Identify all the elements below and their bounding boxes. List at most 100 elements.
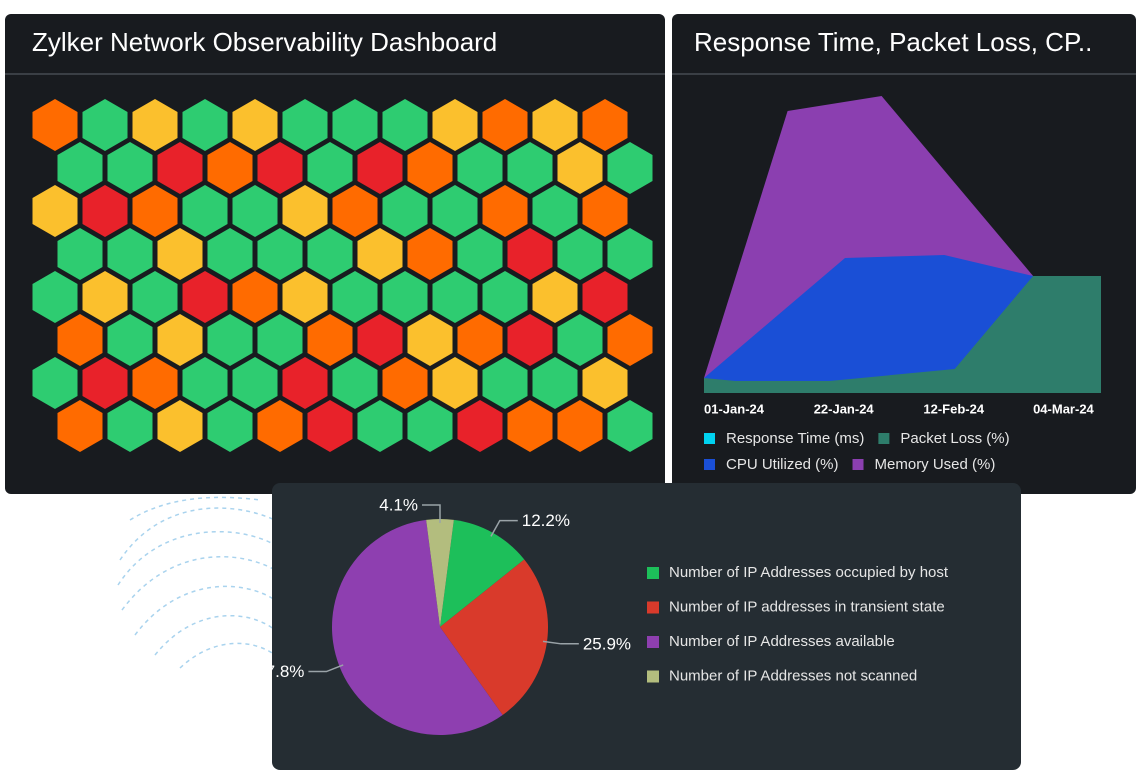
hex-cell bbox=[582, 99, 628, 151]
hex-cell bbox=[407, 400, 453, 452]
hex-cell bbox=[107, 400, 153, 452]
hex-cell bbox=[32, 99, 78, 151]
legend-label: Number of IP Addresses available bbox=[669, 633, 895, 650]
hex-cell bbox=[407, 314, 453, 366]
panel-title: Response Time, Packet Loss, CP.. bbox=[694, 27, 1092, 57]
pie-label: 4.1% bbox=[379, 495, 418, 514]
hex-cell bbox=[132, 357, 178, 409]
hex-cell bbox=[232, 185, 278, 237]
hex-cell bbox=[507, 400, 553, 452]
hex-cell bbox=[582, 357, 628, 409]
hex-grid bbox=[32, 99, 653, 452]
hex-cell bbox=[557, 142, 603, 194]
hex-cell bbox=[382, 357, 428, 409]
hex-cell bbox=[157, 400, 203, 452]
hex-cell bbox=[482, 99, 528, 151]
hex-cell bbox=[557, 228, 603, 280]
hex-cell bbox=[557, 314, 603, 366]
hex-cell bbox=[532, 99, 578, 151]
legend-swatch bbox=[647, 670, 659, 683]
hex-cell bbox=[507, 314, 553, 366]
hex-cell bbox=[132, 271, 178, 323]
hex-cell bbox=[307, 228, 353, 280]
hex-cell bbox=[57, 400, 103, 452]
hex-cell bbox=[32, 357, 78, 409]
hex-cell bbox=[207, 314, 253, 366]
hex-cell bbox=[157, 228, 203, 280]
hex-cell bbox=[182, 357, 228, 409]
hex-cell bbox=[482, 271, 528, 323]
pie-label: 12.2% bbox=[522, 511, 570, 530]
hex-cell bbox=[307, 400, 353, 452]
pie-slice bbox=[440, 559, 548, 715]
hex-cell bbox=[232, 99, 278, 151]
hex-cell bbox=[357, 314, 403, 366]
leader-line bbox=[490, 519, 518, 537]
hex-cell bbox=[157, 314, 203, 366]
hex-cell bbox=[357, 228, 403, 280]
hex-cell bbox=[457, 228, 503, 280]
leader-line bbox=[308, 664, 344, 673]
x-tick-label: 12-Feb-24 bbox=[923, 401, 984, 416]
hex-cell bbox=[457, 142, 503, 194]
x-tick-label: 01-Jan-24 bbox=[704, 401, 765, 416]
hex-cell bbox=[482, 357, 528, 409]
hex-cell bbox=[182, 185, 228, 237]
hex-cell bbox=[257, 142, 303, 194]
hex-cell bbox=[182, 271, 228, 323]
x-tick-label: 22-Jan-24 bbox=[814, 401, 875, 416]
hex-cell bbox=[132, 185, 178, 237]
hex-cell bbox=[607, 400, 653, 452]
legend-swatch bbox=[647, 636, 659, 648]
hex-cell bbox=[282, 185, 328, 237]
hex-cell bbox=[282, 271, 328, 323]
legend-label: Number of IP Addresses occupied by host bbox=[669, 564, 949, 581]
hex-cell bbox=[32, 185, 78, 237]
legend-swatch bbox=[704, 433, 715, 444]
legend-swatch bbox=[647, 567, 659, 579]
hex-cell bbox=[232, 357, 278, 409]
hex-cell bbox=[432, 357, 478, 409]
hex-cell bbox=[282, 99, 328, 151]
pie-chart: 12.2% 25.9% 57.8% 4.1% Number of IP Addresse… bbox=[256, 495, 949, 735]
hex-cell bbox=[432, 271, 478, 323]
hex-cell bbox=[507, 142, 553, 194]
hex-cell bbox=[582, 271, 628, 323]
area-chart: 01-Jan-24 22-Jan-24 12-Feb-24 04-Mar-24 Resp… bbox=[704, 96, 1101, 473]
hex-cell bbox=[407, 142, 453, 194]
pie-label: 57.8% bbox=[256, 662, 304, 681]
hex-cell bbox=[82, 99, 128, 151]
legend-label: Response Time (ms) bbox=[726, 430, 864, 447]
decor bbox=[117, 496, 276, 669]
panel-title: Zylker Network Observability Dashboard bbox=[32, 27, 497, 57]
hex-cell bbox=[232, 271, 278, 323]
hex-cell bbox=[432, 185, 478, 237]
pie-slice bbox=[440, 519, 525, 627]
hex-cell bbox=[207, 228, 253, 280]
hex-cell bbox=[532, 185, 578, 237]
hex-cell bbox=[57, 228, 103, 280]
hex-cell bbox=[582, 185, 628, 237]
hex-cell bbox=[357, 142, 403, 194]
hex-cell bbox=[107, 314, 153, 366]
hex-cell bbox=[532, 357, 578, 409]
hex-cell bbox=[257, 228, 303, 280]
hex-cell bbox=[332, 357, 378, 409]
hex-cell bbox=[457, 314, 503, 366]
hex-cell bbox=[57, 142, 103, 194]
hex-cell bbox=[382, 271, 428, 323]
hex-cell bbox=[32, 271, 78, 323]
legend-swatch bbox=[878, 433, 890, 444]
hex-cell bbox=[182, 99, 228, 151]
hex-cell bbox=[207, 400, 253, 452]
hex-cell bbox=[457, 400, 503, 452]
hex-cell bbox=[132, 99, 178, 151]
hex-cell bbox=[332, 271, 378, 323]
hex-cell bbox=[207, 142, 253, 194]
hex-cell bbox=[57, 314, 103, 366]
hex-cell bbox=[257, 400, 303, 452]
hex-cell bbox=[307, 142, 353, 194]
hex-cell bbox=[407, 228, 453, 280]
pie-slice bbox=[426, 519, 454, 627]
